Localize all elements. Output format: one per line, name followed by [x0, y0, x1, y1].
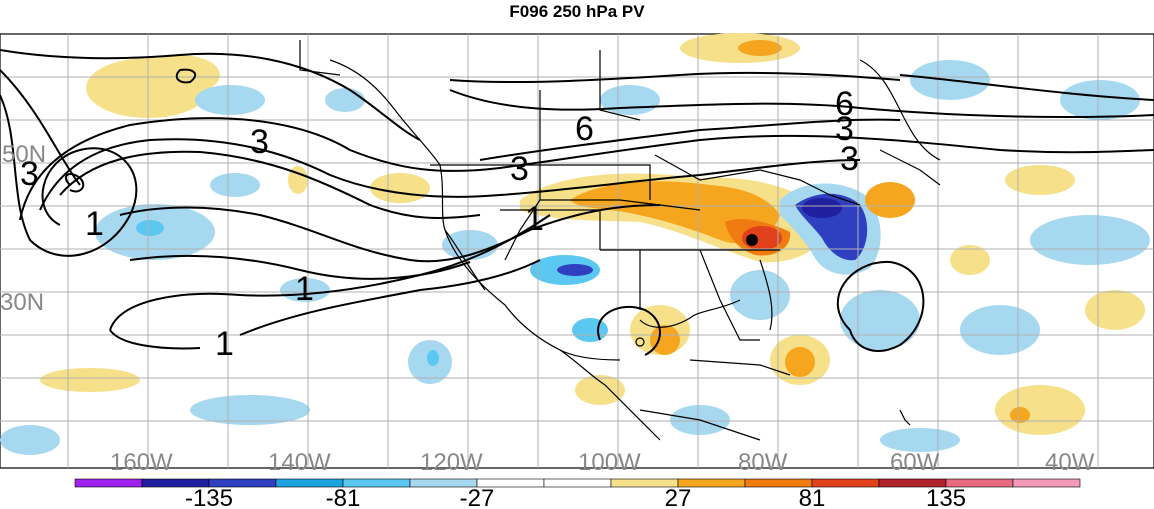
negative-anomaly: [1060, 80, 1140, 120]
negative-anomaly: [280, 278, 330, 302]
negative-anomaly: [960, 305, 1040, 355]
lon-label: 140W: [268, 449, 331, 476]
negative-anomaly: [730, 270, 790, 320]
pv-contours: [0, 49, 1154, 356]
lon-label: 80W: [738, 449, 788, 476]
positive-anomaly: [650, 325, 680, 355]
lon-label: 100W: [578, 449, 641, 476]
colorbar-tick-label: 135: [926, 485, 966, 509]
contour-label: 6: [835, 85, 854, 123]
negative-anomaly: [802, 198, 842, 218]
positive-anomaly: [865, 182, 915, 218]
positive-anomaly: [738, 40, 782, 56]
colorbar-tick-label: -135: [185, 485, 233, 509]
negative-anomaly: [210, 173, 260, 197]
lon-label: 120W: [420, 449, 483, 476]
negative-anomaly: [572, 318, 608, 342]
colorbar-swatch: [74, 478, 143, 488]
lon-label: 40W: [1045, 449, 1095, 476]
negative-anomaly: [840, 290, 920, 350]
contour-label: 1: [215, 325, 234, 363]
contour-label-group: 3 3 1 3 6 3 1 1 1 6 3: [20, 85, 859, 363]
negative-anomaly: [136, 220, 164, 236]
negative-anomaly: [880, 428, 960, 452]
positive-anomaly: [1005, 165, 1075, 195]
positive-anomaly: [1085, 290, 1145, 330]
negative-anomaly: [190, 395, 310, 425]
map-title: F096 250 hPa PV: [509, 2, 645, 21]
colorbar-tick-label: 81: [799, 485, 826, 509]
colorbar-tick-label: 27: [665, 485, 692, 509]
positive-anomaly: [785, 347, 815, 377]
contour-label: 1: [85, 205, 104, 243]
negative-anomaly: [427, 350, 439, 366]
colorbar-tick-label: -27: [460, 485, 495, 509]
positive-anomaly: [40, 368, 140, 392]
positive-anomaly: [575, 375, 625, 405]
colorbar: -135 -81 -27 27 81 135: [74, 478, 1081, 509]
negative-anomaly: [600, 85, 660, 115]
contour-label: 3: [840, 140, 859, 178]
colorbar-swatch: [1012, 478, 1081, 488]
axis-labels: 50N 30N 160W 140W 120W 100W 80W 60W 40W: [0, 141, 1095, 476]
low-center-marker: [746, 234, 758, 246]
positive-anomaly: [995, 385, 1085, 435]
positive-anomaly: [288, 166, 308, 194]
colorbar-tick-label: -81: [326, 485, 361, 509]
contour-label: 6: [575, 110, 594, 148]
contour-marker: [635, 337, 645, 347]
lat-label: 30N: [0, 289, 44, 316]
negative-anomaly: [0, 425, 60, 455]
negative-anomaly: [325, 88, 365, 112]
contour-label: 3: [250, 123, 269, 161]
lon-label: 160W: [110, 449, 173, 476]
contour-label: 3: [835, 110, 854, 148]
contour-label: 3: [510, 150, 529, 188]
negative-anomaly: [557, 264, 593, 276]
lat-lon-grid: [0, 34, 1154, 468]
positive-anomaly: [370, 173, 430, 203]
positive-anomaly: [140, 55, 220, 95]
lat-label: 50N: [2, 141, 46, 168]
contour-label: 1: [525, 200, 544, 238]
positive-anomaly: [1010, 407, 1030, 423]
contour-label: 3: [20, 155, 39, 193]
positive-anomaly: [950, 245, 990, 275]
negative-anomaly: [1030, 215, 1150, 265]
negative-anomaly: [195, 85, 265, 115]
colorbar-swatch: [543, 478, 612, 488]
lon-label: 60W: [890, 449, 940, 476]
contour-label: 1: [295, 270, 314, 308]
